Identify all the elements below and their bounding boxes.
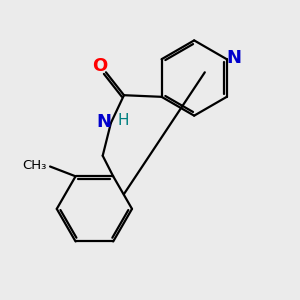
Text: N: N bbox=[226, 49, 242, 67]
Text: H: H bbox=[118, 113, 129, 128]
Text: N: N bbox=[96, 113, 111, 131]
Text: O: O bbox=[92, 57, 108, 75]
Text: CH₃: CH₃ bbox=[22, 159, 46, 172]
